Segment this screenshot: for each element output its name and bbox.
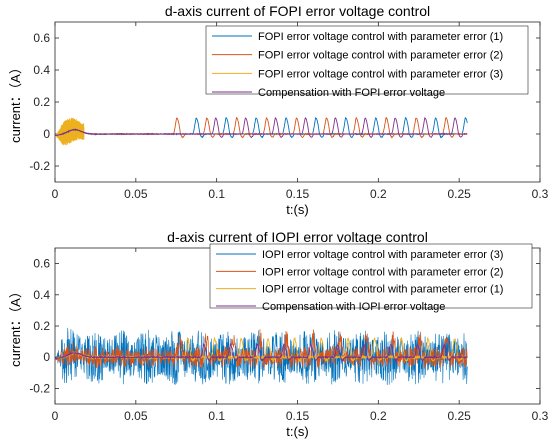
y-axis-label: current：（A）: [8, 61, 23, 143]
legend-entry-label: FOPI error voltage control with paramete…: [258, 68, 503, 80]
chart-title: d-axis current of FOPI error voltage con…: [165, 3, 430, 19]
series-line: [55, 342, 468, 363]
chart-panel-2: d-axis current of IOPI error voltage con…: [8, 229, 549, 439]
x-tick-label: 0.15: [286, 409, 310, 423]
x-tick-label: 0: [52, 187, 59, 201]
y-tick-label: 0.2: [33, 95, 50, 109]
x-tick-label: 0.25: [447, 187, 471, 201]
x-tick-label: 0.15: [286, 187, 310, 201]
legend-entry-label: IOPI error voltage control with paramete…: [262, 249, 503, 261]
y-tick-label: -0.2: [29, 381, 50, 395]
legend-entry-label: Compensation with FOPI error voltage: [258, 87, 445, 99]
x-tick-label: 0.05: [124, 409, 148, 423]
legend: IOPI error voltage control with paramete…: [209, 243, 533, 313]
x-tick-label: 0.1: [208, 409, 225, 423]
y-tick-label: 0.2: [33, 319, 50, 333]
x-tick-label: 0: [52, 409, 59, 423]
legend-entry-label: IOPI error voltage control with paramete…: [262, 284, 503, 296]
y-tick-label: 0.6: [33, 31, 50, 45]
x-tick-label: 0.3: [532, 409, 549, 423]
chart-panel-1: d-axis current of FOPI error voltage con…: [8, 3, 549, 217]
y-tick-label: 0.4: [33, 63, 50, 77]
legend-entry-label: FOPI error voltage control with paramete…: [258, 31, 503, 43]
x-tick-label: 0.2: [370, 409, 387, 423]
legend-box: [205, 25, 529, 95]
y-tick-label: 0: [43, 127, 50, 141]
legend-entry-label: FOPI error voltage control with paramete…: [258, 50, 503, 62]
y-tick-label: 0.6: [33, 257, 50, 271]
legend-box: [209, 243, 533, 309]
x-tick-label: 0.1: [208, 187, 225, 201]
x-tick-label: 0.2: [370, 187, 387, 201]
y-tick-label: -0.2: [29, 159, 50, 173]
legend-entry-label: IOPI error voltage control with paramete…: [262, 266, 503, 278]
legend: FOPI error voltage control with paramete…: [205, 25, 529, 99]
x-axis-label: t:(s): [286, 424, 308, 439]
chart-title: d-axis current of IOPI error voltage con…: [167, 229, 428, 245]
y-axis-label: current：（A）: [8, 285, 23, 367]
x-tick-label: 0.05: [124, 187, 148, 201]
x-tick-label: 0.25: [447, 409, 471, 423]
x-axis-label: t:(s): [286, 202, 308, 217]
series-line: [55, 327, 468, 386]
legend-entry-label: Compensation with IOPI error voltage: [262, 301, 445, 313]
y-tick-label: 0: [43, 350, 50, 364]
y-tick-label: 0.4: [33, 288, 50, 302]
x-tick-label: 0.3: [532, 187, 549, 201]
series-line: [55, 117, 468, 139]
